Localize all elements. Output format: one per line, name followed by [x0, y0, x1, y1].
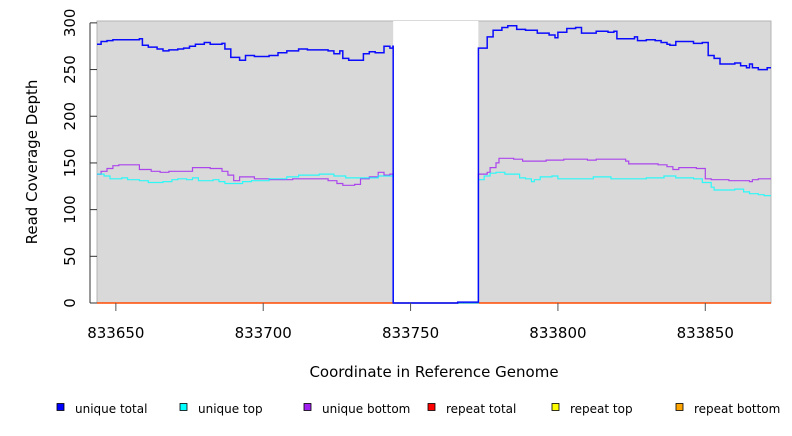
legend: unique total unique top unique bottom repea… — [56, 402, 780, 416]
y-tick-label: 150 — [61, 149, 79, 178]
y-tick-label: 250 — [61, 55, 79, 84]
y-tick-label: 100 — [61, 195, 79, 224]
legend-swatch — [675, 403, 684, 411]
series-line-unique-bottom — [97, 157, 771, 304]
x-tick-label: 833700 — [235, 324, 292, 342]
legend-swatch — [303, 403, 312, 411]
legend-swatch — [179, 403, 188, 411]
legend-item-unique-bottom: unique bottom — [303, 402, 410, 416]
legend-item-unique-total: unique total — [56, 402, 147, 416]
uncovered-region — [393, 21, 479, 303]
legend-item-repeat-total: repeat total — [427, 402, 516, 416]
y-tick-label: 300 — [61, 9, 79, 38]
legend-swatch — [551, 403, 560, 411]
legend-swatch — [56, 403, 65, 411]
legend-label: repeat top — [570, 402, 633, 416]
x-axis-label: Coordinate in Reference Genome — [309, 363, 558, 381]
legend-label: repeat total — [446, 402, 516, 416]
y-tick-label: 200 — [61, 102, 79, 131]
legend-swatch — [427, 403, 436, 411]
y-axis-label: Read Coverage Depth — [23, 80, 41, 245]
y-tick-label: 0 — [61, 298, 79, 308]
x-tick-label: 833650 — [87, 324, 144, 342]
x-tick-label: 833850 — [677, 324, 734, 342]
legend-label: unique total — [75, 402, 147, 416]
legend-item-repeat-bottom: repeat bottom — [675, 402, 780, 416]
series-layer — [97, 24, 771, 304]
series-line-unique-total — [97, 24, 771, 304]
axes: 0 50 100 150 200 250 300 833650 833700 833750 8338… — [61, 9, 734, 342]
x-tick-label: 833750 — [382, 324, 439, 342]
legend-item-repeat-top: repeat top — [551, 402, 633, 416]
legend-item-unique-top: unique top — [179, 402, 263, 416]
legend-label: unique bottom — [322, 402, 410, 416]
legend-label: unique top — [198, 402, 263, 416]
y-tick-label: 50 — [61, 247, 79, 266]
x-tick-label: 833800 — [529, 324, 586, 342]
legend-label: repeat bottom — [694, 402, 780, 416]
